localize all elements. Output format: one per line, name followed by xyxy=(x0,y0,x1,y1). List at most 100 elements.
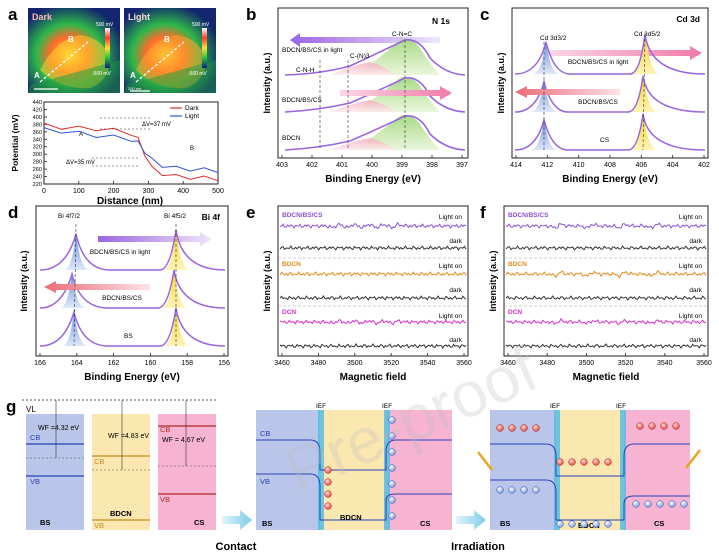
n1s-shift-arrow xyxy=(290,33,440,47)
hole xyxy=(580,520,588,528)
epr-f-group-2: BDCN xyxy=(508,261,527,268)
cd3d-title: Cd 3d xyxy=(676,14,700,24)
band-diagram-irradiation: BS BDCN CS IEF IEF xyxy=(477,403,701,530)
kpfm-annot-deltav-35: ΔV=35 mV xyxy=(66,160,95,166)
x-tick-label: 200 xyxy=(108,188,120,195)
kpfm-annot-deltav-37: ΔV=37 mV xyxy=(142,122,171,128)
map-dark-point-b: B xyxy=(68,35,74,44)
panel-label-c: c xyxy=(480,5,489,24)
x-tick-label: 410 xyxy=(573,162,585,169)
y-tick-label: 360 xyxy=(33,130,42,136)
map-light-label: Light xyxy=(128,12,150,22)
bi4f-peak-72: Bi 4f7/2 xyxy=(58,213,80,220)
kpfm-legend: Dark Light xyxy=(170,105,199,120)
x-tick-label: 3460 xyxy=(500,360,516,367)
epr-e-dark-3: dark xyxy=(449,337,462,344)
x-tick-label: 401 xyxy=(336,162,348,169)
y-tick-label: 260 xyxy=(33,167,42,173)
x-tick-label: 398 xyxy=(426,162,438,169)
n1s-label-mid: BDCN/BS/CS xyxy=(282,97,322,104)
x-tick-label: 300 xyxy=(143,188,155,195)
x-tick-label: 164 xyxy=(71,360,83,367)
line-profile-dark xyxy=(39,41,89,83)
epr-trace xyxy=(505,270,707,279)
y-tick-label: 220 xyxy=(33,182,42,188)
contact-cb: CB xyxy=(260,429,270,438)
electron xyxy=(508,424,516,432)
panel-label-d: d xyxy=(8,203,18,222)
contact-cs-label: CS xyxy=(420,519,430,528)
x-tick-label: 3500 xyxy=(347,360,363,367)
panel-label-g: g xyxy=(6,397,16,416)
colorbar-light-top: 500 mV xyxy=(192,22,210,28)
epr-e-lighton-2: Light on xyxy=(439,263,463,270)
bdcn-block xyxy=(92,414,150,530)
n1s-title: N 1s xyxy=(432,16,450,26)
series-line-light xyxy=(43,127,219,174)
contact-vb: VB xyxy=(260,477,270,486)
bs-label: BS xyxy=(40,518,50,527)
bs-vb: VB xyxy=(30,477,40,486)
n1s-label-bdcn: BDCN xyxy=(282,135,301,142)
hole xyxy=(496,486,504,494)
band-diagram-contact: CB VB BS BDCN CS IEF IEF xyxy=(256,403,452,530)
bi4f-xlabel: Binding Energy (eV) xyxy=(84,372,180,383)
xps-n1s-chart: N 1s BDCN/BS/CS in light BDCN/BS/CS BDCN… xyxy=(262,7,469,185)
y-tick-label: 340 xyxy=(33,137,42,143)
epr-e-group-1: BDCN/BS/CS xyxy=(282,212,323,219)
y-tick-label: 320 xyxy=(33,145,42,151)
y-tick-label: 240 xyxy=(33,175,42,181)
x-tick-label: 3540 xyxy=(657,360,673,367)
panel-label-b: b xyxy=(246,5,256,24)
x-tick-label: 3480 xyxy=(311,360,327,367)
epr-trace xyxy=(505,343,707,349)
legend-light: Light xyxy=(185,113,199,120)
electron xyxy=(324,502,332,510)
electron xyxy=(324,466,332,474)
x-tick-label: 404 xyxy=(667,162,679,169)
contact-bs-label: BS xyxy=(262,519,272,528)
x-tick-label: 156 xyxy=(218,360,230,367)
bi4f-ylabel: Intensity (a.u.) xyxy=(19,250,29,311)
cd3d-xlabel: Binding Energy (eV) xyxy=(562,174,658,185)
bi4f-label-bs: BS xyxy=(124,333,133,340)
panel-label-f: f xyxy=(480,203,486,222)
kpfm-ylabel: Potential (mV) xyxy=(10,114,20,171)
electron xyxy=(520,424,528,432)
x-tick-label: 397 xyxy=(456,162,468,169)
irr-cs-label: CS xyxy=(654,519,664,528)
x-tick-label: 162 xyxy=(108,360,120,367)
epr-f-dark-1: dark xyxy=(689,238,702,245)
epr-e-lighton-1: Light on xyxy=(439,214,463,221)
cd3d-peak-52: Cd 3d5/2 xyxy=(634,31,661,38)
bi4f-spectrum-light: BDCN/BS/CS in light xyxy=(39,228,226,271)
epr-f-dark-2: dark xyxy=(689,287,702,294)
x-tick-label: 3520 xyxy=(618,360,634,367)
electron xyxy=(324,490,332,498)
x-tick-label: 500 xyxy=(212,188,224,195)
hole xyxy=(388,496,396,504)
epr-e-xlabel: Magnetic field xyxy=(340,372,407,383)
epr-chart-f: BDCN/BS/CS BDCN DCN Light on dark Light … xyxy=(488,205,712,383)
y-tick-label: 400 xyxy=(33,115,42,121)
x-tick-label: 400 xyxy=(366,162,378,169)
epr-trace xyxy=(279,295,467,301)
epr-f-ylabel: Intensity (a.u.) xyxy=(488,250,498,311)
hole xyxy=(568,520,576,528)
bs-cb: CB xyxy=(30,433,40,442)
hole xyxy=(592,520,600,528)
xps-cd3d-chart: Cd 3d Cd 3d3/2 Cd 3d5/2 BDCN/BS/CS in li… xyxy=(496,7,710,185)
n1s-spectrum-light: BDCN/BS/CS in light xyxy=(282,38,466,76)
hole xyxy=(388,512,396,520)
epr-e-dark-2: dark xyxy=(449,287,462,294)
epr-trace xyxy=(505,245,707,251)
epr-trace xyxy=(505,222,707,230)
x-tick-label: 3560 xyxy=(696,360,712,367)
cs-label: CS xyxy=(194,518,204,527)
cd3d-ylabel: Intensity (a.u.) xyxy=(496,52,506,113)
x-tick-label: 3480 xyxy=(539,360,555,367)
y-tick-label: 440 xyxy=(33,100,42,106)
epr-f-lighton-1: Light on xyxy=(679,214,703,221)
epr-trace xyxy=(279,318,467,326)
epr-chart-e: BDCN/BS/CS BDCN DCN Light on dark Light … xyxy=(262,205,472,383)
